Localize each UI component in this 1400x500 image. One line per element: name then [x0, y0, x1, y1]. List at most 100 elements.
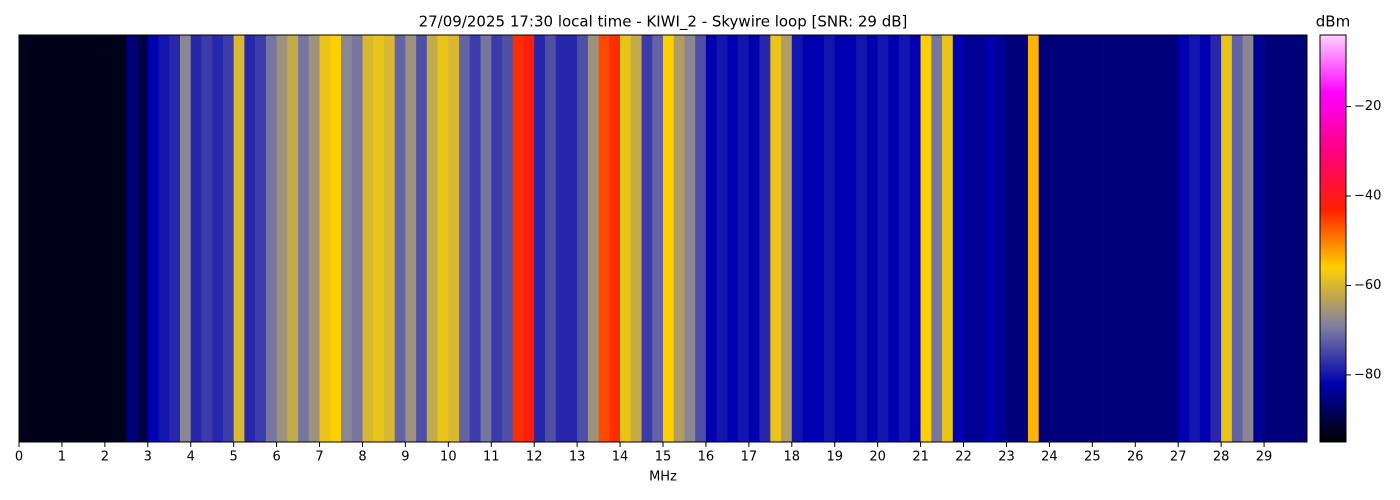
spectrum-column — [437, 35, 449, 442]
colorbar-tick-label: −80 — [1354, 367, 1381, 382]
x-tick-label: 18 — [784, 450, 801, 465]
x-tick-label: 19 — [826, 450, 843, 465]
spectrum-column — [298, 35, 310, 442]
chart-title: 27/09/2025 17:30 local time - KIWI_2 - S… — [419, 13, 908, 32]
spectrum-column — [1210, 35, 1222, 442]
spectrum-column — [877, 35, 889, 442]
spectrum-column — [1038, 35, 1050, 442]
spectrum-column — [738, 35, 750, 442]
spectrum-column — [1146, 35, 1158, 442]
x-tick-label: 21 — [912, 450, 929, 465]
spectrum-column — [1285, 35, 1297, 442]
spectrum-column — [1006, 35, 1018, 442]
x-tick-label: 27 — [1170, 450, 1187, 465]
spectrum-column — [459, 35, 471, 442]
x-tick-label: 22 — [955, 450, 972, 465]
spectrum-column — [1221, 35, 1233, 442]
x-tick-label: 29 — [1256, 450, 1273, 465]
spectrum-column — [448, 35, 460, 442]
colorbar — [1319, 34, 1347, 443]
spectrum-column — [523, 35, 535, 442]
spectrum-column — [1178, 35, 1190, 442]
spectrum-column — [781, 35, 793, 442]
spectrum-column — [512, 35, 524, 442]
spectrum-column — [255, 35, 267, 442]
spectrum-column — [1124, 35, 1136, 442]
x-tick-label: 1 — [58, 450, 66, 465]
spectrum-column — [727, 35, 739, 442]
spectrum-column — [866, 35, 878, 442]
spectrum-column — [1027, 35, 1039, 442]
x-tick-label: 7 — [315, 450, 323, 465]
spectrum-column — [1274, 35, 1286, 442]
spectrum-column — [1081, 35, 1093, 442]
x-tick-label: 10 — [440, 450, 457, 465]
spectrum-column — [1156, 35, 1168, 442]
spectrum-column — [598, 35, 610, 442]
spectrum-column — [609, 35, 621, 442]
spectrum-column — [813, 35, 825, 442]
spectrum-column — [888, 35, 900, 442]
spectrum-column — [104, 35, 116, 442]
spectrum-column — [974, 35, 986, 442]
spectrum-column — [630, 35, 642, 442]
spectrum-column — [265, 35, 277, 442]
spectrum-column — [652, 35, 664, 442]
spectrum-column — [759, 35, 771, 442]
spectrum-column — [995, 35, 1007, 442]
spectrum-column — [469, 35, 481, 442]
spectrum-column — [351, 35, 363, 442]
x-tick-label: 28 — [1213, 450, 1230, 465]
spectrum-column — [362, 35, 374, 442]
x-tick-label: 3 — [144, 450, 152, 465]
spectrum-column — [620, 35, 632, 442]
spectrum-column — [952, 35, 964, 442]
spectrum-column — [212, 35, 224, 442]
spectrum-column — [684, 35, 696, 442]
spectrum-column — [308, 35, 320, 442]
spectrum-column — [341, 35, 353, 442]
spectrum-column — [663, 35, 675, 442]
spectrum-column — [1017, 35, 1029, 442]
spectrum-column — [845, 35, 857, 442]
spectrum-column — [222, 35, 234, 442]
colorbar-tick-label: −20 — [1354, 99, 1381, 114]
spectrum-column — [791, 35, 803, 442]
spectrum-column — [1242, 35, 1254, 442]
spectrum-column — [1199, 35, 1211, 442]
spectrum-column — [963, 35, 975, 442]
spectrum-column — [244, 35, 256, 442]
x-tick-label: 20 — [869, 450, 886, 465]
spectrum-column — [1113, 35, 1125, 442]
spectrum-column — [233, 35, 245, 442]
spectrum-column — [180, 35, 192, 442]
spectrum-column — [695, 35, 707, 442]
spectrum-column — [51, 35, 63, 442]
spectrum-column — [641, 35, 653, 442]
x-tick-label: 12 — [526, 450, 543, 465]
x-tick-label: 16 — [698, 450, 715, 465]
x-axis-label: MHz — [649, 470, 677, 485]
spectrum-column — [383, 35, 395, 442]
spectrum-column — [287, 35, 299, 442]
spectrum-column — [405, 35, 417, 442]
x-tick-label: 15 — [655, 450, 672, 465]
x-tick-label: 13 — [569, 450, 586, 465]
spectrum-column — [1264, 35, 1276, 442]
spectrum-column — [190, 35, 202, 442]
spectrum-column — [158, 35, 170, 442]
spectrum-column — [566, 35, 578, 442]
x-tick-label: 23 — [998, 450, 1015, 465]
spectrum-column — [770, 35, 782, 442]
x-tick-label: 25 — [1084, 450, 1101, 465]
spectrum-column — [19, 35, 31, 442]
spectrum-column — [426, 35, 438, 442]
spectrum-column — [824, 35, 836, 442]
spectrum-column — [147, 35, 159, 442]
spectrum-column — [94, 35, 106, 442]
spectrum-column — [856, 35, 868, 442]
spectrum-column — [555, 35, 567, 442]
colorbar-tick-label: −60 — [1354, 278, 1381, 293]
spectrum-column — [40, 35, 52, 442]
spectrum-column — [72, 35, 84, 442]
